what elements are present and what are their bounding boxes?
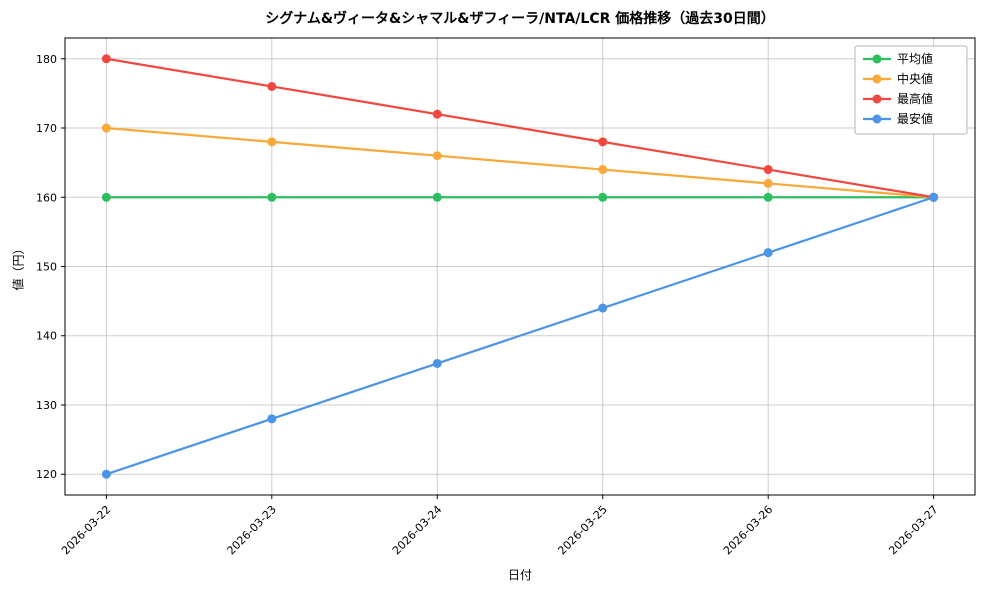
y-tick-label: 170: [36, 122, 57, 135]
series-line-1: [106, 126, 934, 199]
legend-label: 最高値: [897, 91, 933, 106]
legend-marker: [872, 54, 882, 64]
legend-marker: [872, 94, 882, 104]
legend-label: 平均値: [897, 51, 933, 66]
data-point: [432, 192, 442, 202]
data-point: [432, 151, 442, 161]
x-tick-label: 2026-03-27: [886, 503, 940, 557]
legend-label: 中央値: [897, 71, 933, 86]
data-point: [929, 192, 939, 202]
x-axis-label: 日付: [507, 568, 532, 582]
y-tick-label: 160: [36, 191, 57, 204]
legend-box: [854, 45, 968, 135]
data-point: [267, 137, 277, 147]
y-tick-label: 140: [36, 330, 57, 343]
data-point: [101, 469, 111, 479]
x-tick-label: 2026-03-23: [225, 503, 279, 557]
legend-marker: [872, 114, 882, 124]
series-line-2: [106, 57, 934, 199]
series-line-3: [106, 196, 934, 476]
data-point: [763, 165, 773, 175]
x-tick-label: 2026-03-22: [59, 503, 113, 557]
chart-title: シグナム&ヴィータ&シャマル&ザフィーラ/NTA/LCR 価格推移（過去30日間…: [265, 11, 775, 27]
data-point: [598, 165, 608, 175]
data-point: [763, 248, 773, 258]
x-tick-label: 2026-03-24: [390, 503, 444, 557]
data-point: [598, 137, 608, 147]
data-point: [432, 358, 442, 368]
data-point: [598, 303, 608, 313]
x-tick-label: 2026-03-26: [721, 503, 775, 557]
legend-label: 最安値: [897, 111, 933, 126]
data-point: [598, 192, 608, 202]
data-point: [763, 192, 773, 202]
data-point: [101, 54, 111, 64]
data-point: [101, 123, 111, 133]
data-point: [267, 414, 277, 424]
data-point: [763, 178, 773, 188]
y-axis-label: 値（円）: [11, 242, 26, 291]
y-tick-label: 180: [36, 53, 57, 66]
y-tick-label: 130: [36, 399, 57, 412]
y-tick-label: 120: [36, 468, 57, 481]
y-tick-label: 150: [36, 261, 57, 274]
data-point: [101, 192, 111, 202]
data-point: [432, 109, 442, 119]
data-point: [267, 192, 277, 202]
legend-marker: [872, 74, 882, 84]
data-point: [267, 81, 277, 91]
x-tick-label: 2026-03-25: [555, 503, 609, 557]
